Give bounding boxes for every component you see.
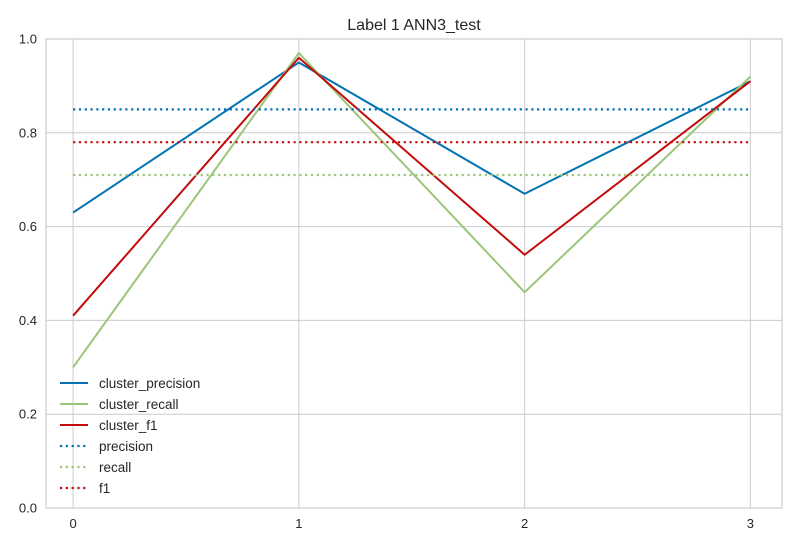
x-tick-label: 1 [295, 516, 302, 531]
legend-label: recall [99, 460, 131, 475]
legend-label: f1 [99, 481, 110, 496]
y-tick-label: 0.2 [19, 407, 37, 422]
y-tick-label: 1.0 [19, 32, 37, 47]
y-tick-label: 0.4 [19, 313, 37, 328]
y-tick-label: 0.8 [19, 125, 37, 140]
legend: cluster_precision cluster_recall cluster_f… [60, 376, 200, 496]
legend-label: cluster_precision [99, 376, 200, 391]
legend-label: precision [99, 439, 153, 454]
series-lines [72, 52, 752, 368]
x-tick-label: 0 [69, 516, 76, 531]
x-tick-label: 3 [747, 516, 754, 531]
tick-labels: 0 1 2 3 0.0 0.2 0.4 0.6 0.8 1.0 [19, 32, 754, 532]
x-tick-label: 2 [521, 516, 528, 531]
y-tick-label: 0.6 [19, 219, 37, 234]
series-line-cluster-precision [72, 61, 751, 214]
series-line-cluster-recall [72, 52, 752, 368]
legend-label: cluster_f1 [99, 418, 158, 433]
y-tick-label: 0.0 [19, 501, 37, 516]
chart-title: Label 1 ANN3_test [347, 17, 481, 34]
series-line-cluster-f1 [72, 56, 752, 317]
plot-frame [45, 38, 783, 509]
legend-label: cluster_recall [99, 397, 179, 412]
